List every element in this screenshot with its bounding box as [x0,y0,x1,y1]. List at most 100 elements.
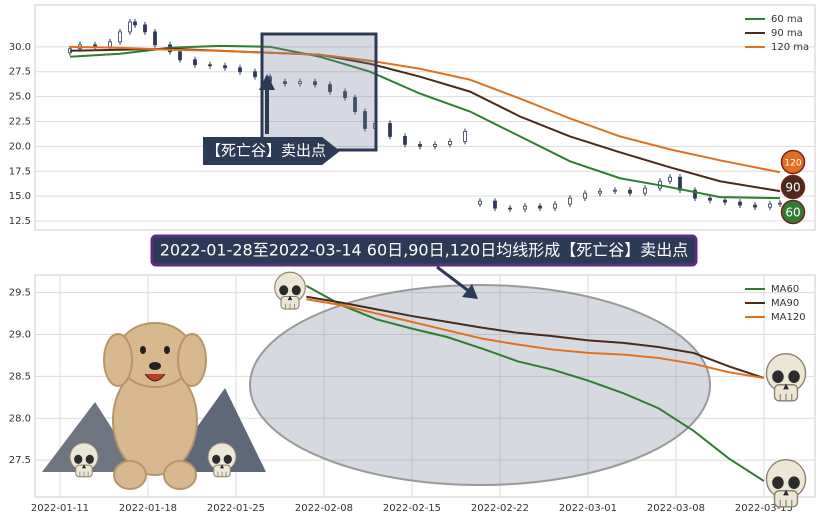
banner-text: 2022-01-28至2022-03-14 60日,90日,120日均线形成【死… [160,241,689,260]
candle-body [283,81,287,85]
candle-body [583,192,587,199]
candle-body [753,204,757,208]
candle-body [568,197,572,205]
legend-label: 60 ma [771,14,803,25]
ma-line [306,298,765,380]
callout-text: 【死亡谷】卖出点 [206,142,326,160]
ma-line [69,45,781,174]
dog-eye [164,346,170,354]
candle-body [298,81,302,85]
candle-body [363,111,367,129]
y-tick-label: 12.5 [9,216,31,227]
pointer-arrow [436,265,471,294]
y-tick-label: 27.5 [9,455,31,466]
x-tick-label: 2022-01-18 [119,503,177,514]
ma-line [69,44,781,200]
candle-body [353,97,357,112]
legend-label: MA90 [771,298,799,309]
x-tick-label: 2022-03-08 [647,503,705,514]
candle-body [118,31,122,43]
dog-part [113,460,147,490]
x-tick-label: 2022-02-08 [295,503,353,514]
y-tick-label: 27.5 [9,67,31,78]
candle-body [523,205,527,210]
y-tick-label: 28.5 [9,371,31,382]
skull-icon [765,458,807,508]
pointer-arrow-head [462,284,478,299]
candle-body [193,59,197,66]
y-tick-label: 29.0 [9,329,31,340]
end-badge-label: 60 [785,206,800,220]
legend-label: 90 ma [771,28,803,39]
candle-body [738,201,742,206]
legend-label: 120 ma [771,42,809,53]
x-tick-label: 2022-01-25 [207,503,265,514]
candle-body [553,203,557,209]
candle-body [693,189,697,199]
candle-body [133,21,137,26]
candle-body [668,176,672,182]
candle-body [643,187,647,194]
mountain [42,402,140,472]
candle-body [778,202,782,205]
y-tick-label: 29.5 [9,288,31,299]
candle-body [708,197,712,201]
end-badge-label: 90 [785,181,800,195]
candle-body [448,140,452,145]
candle-body [388,123,392,137]
end-badge [780,149,806,175]
dog-illustration [103,322,207,490]
candle-body [253,71,257,78]
candle-body [463,131,467,142]
candle-body [418,143,422,147]
x-tick-label: 2022-02-15 [383,503,441,514]
end-badge [780,199,806,225]
candle-body [178,51,182,61]
x-tick-label: 2022-03-01 [559,503,617,514]
candle-body [223,65,227,69]
y-tick-label: 22.5 [9,116,31,127]
candle-body [208,64,212,67]
candle-body [723,199,727,203]
ellipse-highlight [249,284,711,486]
candle-body [613,189,617,192]
top-panel: 12.5 15.0 17.5 20.0 22.5 25.0 27.5 30.0 60 ma 90 … [9,4,816,231]
end-badge [780,174,806,200]
candle-body [628,189,632,194]
candle-body [313,81,317,86]
candle-body [143,24,147,33]
candle-body [598,190,602,194]
y-tick-label: 17.5 [9,166,31,177]
candle-body [343,91,347,98]
x-tick-label: 2022-01-11 [31,503,89,514]
x-tick-label: 2022-02-22 [471,503,529,514]
candle-body [493,200,497,209]
callout [203,137,340,165]
dog-eye [140,346,146,354]
banner [150,234,698,267]
y-tick-label: 25.0 [9,92,31,103]
candle-body [768,203,772,208]
legend-label: MA60 [771,284,799,295]
candle-body [478,200,482,205]
ma-line [305,285,765,482]
y-tick-label: 30.0 [9,42,31,53]
candle-body [108,41,112,48]
candle-body [153,31,157,46]
dog-part [163,460,197,490]
ma-line [306,295,765,379]
legend-label: MA120 [771,312,806,323]
dog-mouth [144,373,166,382]
plot-area [34,4,816,231]
bottom-panel: 27.5 28.0 28.5 29.0 29.5 2022-01-11 2022-01-18… [9,234,816,514]
candle-body [433,143,437,147]
y-tick-label: 20.0 [9,141,31,152]
dog-part [103,333,133,387]
x-tick-label: 2022-03-15 [735,503,793,514]
candle-body [538,205,542,209]
candle-body [508,207,512,210]
candle-body [238,67,242,73]
y-tick-label: 28.0 [9,413,31,424]
dog-part [177,333,207,387]
